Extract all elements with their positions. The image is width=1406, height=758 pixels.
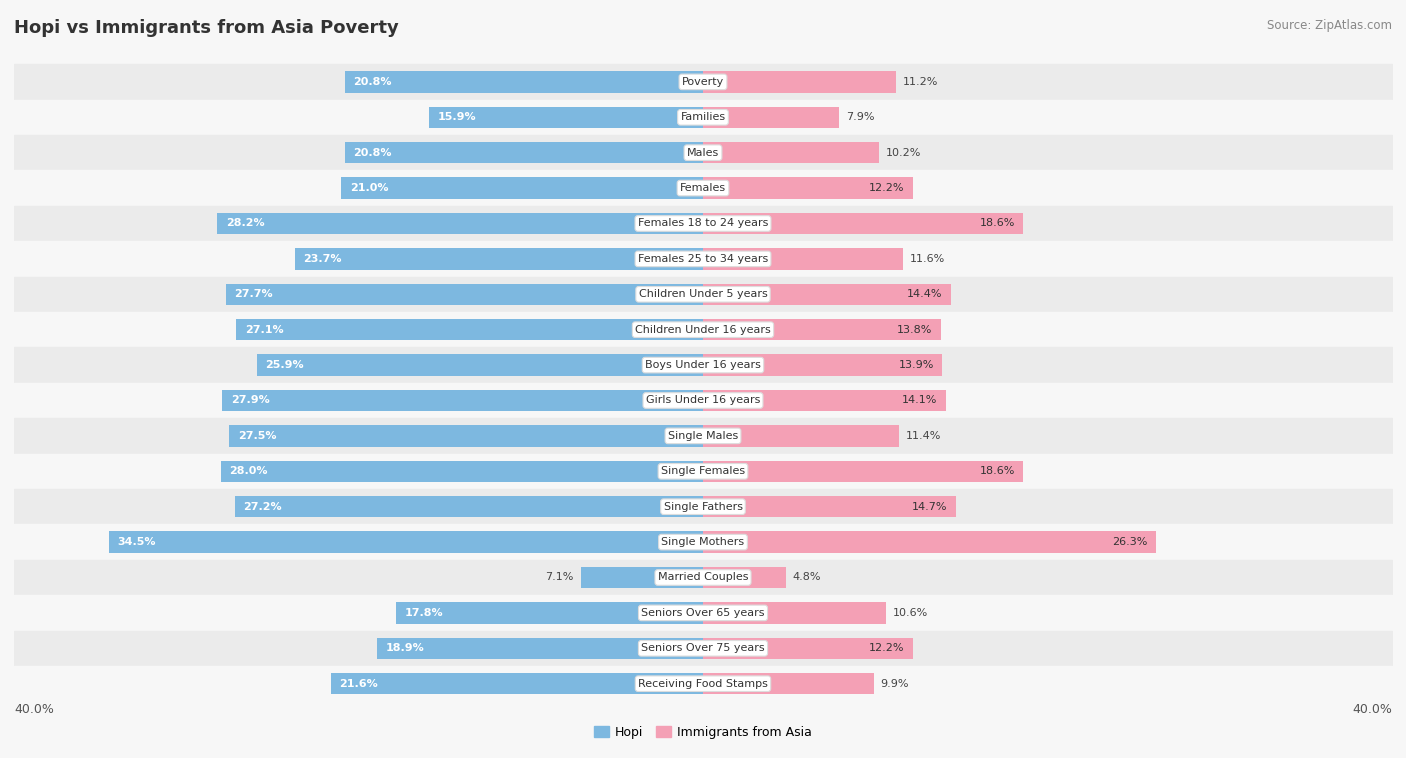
Text: 4.8%: 4.8% <box>793 572 821 582</box>
Text: Families: Families <box>681 112 725 122</box>
Bar <box>703 425 900 446</box>
Text: Children Under 16 years: Children Under 16 years <box>636 324 770 335</box>
Text: 21.0%: 21.0% <box>350 183 388 193</box>
Text: 25.9%: 25.9% <box>266 360 304 370</box>
Bar <box>703 107 839 128</box>
Bar <box>703 355 942 376</box>
Bar <box>222 390 703 411</box>
Text: Married Couples: Married Couples <box>658 572 748 582</box>
Text: Females 25 to 34 years: Females 25 to 34 years <box>638 254 768 264</box>
Bar <box>344 71 703 92</box>
Bar <box>221 461 703 482</box>
Text: Single Males: Single Males <box>668 431 738 441</box>
Text: 15.9%: 15.9% <box>437 112 477 122</box>
Text: 7.1%: 7.1% <box>546 572 574 582</box>
Bar <box>226 283 703 305</box>
Bar <box>330 673 703 694</box>
Bar <box>236 319 703 340</box>
Text: 26.3%: 26.3% <box>1112 537 1147 547</box>
Text: 27.2%: 27.2% <box>243 502 281 512</box>
Text: 18.9%: 18.9% <box>387 644 425 653</box>
Bar <box>429 107 703 128</box>
Text: Females: Females <box>681 183 725 193</box>
Text: 7.9%: 7.9% <box>846 112 875 122</box>
Text: Single Mothers: Single Mothers <box>661 537 745 547</box>
Bar <box>703 71 896 92</box>
Text: Girls Under 16 years: Girls Under 16 years <box>645 396 761 406</box>
Text: 13.8%: 13.8% <box>897 324 932 335</box>
Bar <box>703 390 946 411</box>
Bar <box>344 142 703 163</box>
Text: 28.2%: 28.2% <box>226 218 264 228</box>
Text: Single Females: Single Females <box>661 466 745 476</box>
Bar <box>396 603 703 624</box>
Bar <box>257 355 703 376</box>
Bar <box>295 249 703 270</box>
Bar <box>703 567 786 588</box>
Text: 21.6%: 21.6% <box>340 678 378 689</box>
Text: 14.1%: 14.1% <box>901 396 938 406</box>
Text: 9.9%: 9.9% <box>880 678 908 689</box>
Text: 23.7%: 23.7% <box>304 254 342 264</box>
Text: 14.4%: 14.4% <box>907 290 942 299</box>
Text: Seniors Over 65 years: Seniors Over 65 years <box>641 608 765 618</box>
Text: 14.7%: 14.7% <box>912 502 948 512</box>
Bar <box>703 213 1024 234</box>
Bar <box>703 249 903 270</box>
Bar <box>703 283 950 305</box>
Bar <box>218 213 703 234</box>
Text: 11.4%: 11.4% <box>907 431 942 441</box>
Text: Males: Males <box>688 148 718 158</box>
Bar <box>703 142 879 163</box>
Bar <box>703 637 912 659</box>
Bar <box>108 531 703 553</box>
Text: 11.2%: 11.2% <box>903 77 938 87</box>
Bar <box>703 673 873 694</box>
Text: 27.7%: 27.7% <box>235 290 273 299</box>
Bar <box>703 177 912 199</box>
Bar <box>703 319 941 340</box>
Text: 13.9%: 13.9% <box>898 360 934 370</box>
Text: 11.6%: 11.6% <box>910 254 945 264</box>
Text: 18.6%: 18.6% <box>980 218 1015 228</box>
Text: 10.2%: 10.2% <box>886 148 921 158</box>
Bar <box>703 496 956 517</box>
Text: 40.0%: 40.0% <box>1353 703 1392 716</box>
Text: 20.8%: 20.8% <box>353 148 392 158</box>
Text: 10.6%: 10.6% <box>893 608 928 618</box>
Text: Children Under 5 years: Children Under 5 years <box>638 290 768 299</box>
Text: 27.5%: 27.5% <box>238 431 277 441</box>
Bar <box>703 461 1024 482</box>
Legend: Hopi, Immigrants from Asia: Hopi, Immigrants from Asia <box>589 721 817 744</box>
Bar <box>235 496 703 517</box>
Text: 20.8%: 20.8% <box>353 77 392 87</box>
Bar <box>377 637 703 659</box>
Text: Seniors Over 75 years: Seniors Over 75 years <box>641 644 765 653</box>
Text: 40.0%: 40.0% <box>14 703 53 716</box>
Text: 17.8%: 17.8% <box>405 608 444 618</box>
Text: Source: ZipAtlas.com: Source: ZipAtlas.com <box>1267 19 1392 32</box>
Text: 27.9%: 27.9% <box>231 396 270 406</box>
Bar <box>342 177 703 199</box>
Text: Poverty: Poverty <box>682 77 724 87</box>
Bar <box>703 603 886 624</box>
Text: 27.1%: 27.1% <box>245 324 284 335</box>
Text: 12.2%: 12.2% <box>869 644 904 653</box>
Text: Hopi vs Immigrants from Asia Poverty: Hopi vs Immigrants from Asia Poverty <box>14 19 399 37</box>
Text: Single Fathers: Single Fathers <box>664 502 742 512</box>
Text: Females 18 to 24 years: Females 18 to 24 years <box>638 218 768 228</box>
Text: Boys Under 16 years: Boys Under 16 years <box>645 360 761 370</box>
Bar <box>229 425 703 446</box>
Bar <box>581 567 703 588</box>
Text: 34.5%: 34.5% <box>117 537 156 547</box>
Text: Receiving Food Stamps: Receiving Food Stamps <box>638 678 768 689</box>
Text: 12.2%: 12.2% <box>869 183 904 193</box>
Text: 28.0%: 28.0% <box>229 466 269 476</box>
Bar <box>703 531 1156 553</box>
Text: 18.6%: 18.6% <box>980 466 1015 476</box>
